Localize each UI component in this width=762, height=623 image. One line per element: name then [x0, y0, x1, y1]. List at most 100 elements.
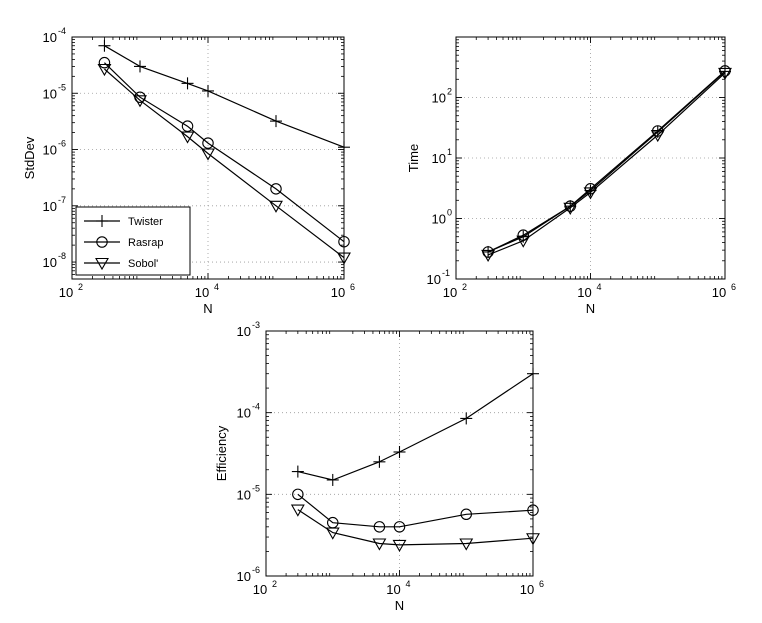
x-tick-label: 10 [443, 285, 457, 300]
y-tick-label: 10 [237, 324, 251, 339]
data-point [527, 367, 539, 380]
data-point [269, 200, 283, 213]
data-point [98, 39, 111, 52]
series-plus [482, 65, 731, 258]
legend-entry-label: Sobol' [128, 258, 158, 270]
legend: Twister Rasrap Sobol' [75, 206, 191, 276]
y-tick-exponent: -6 [58, 139, 66, 149]
data-point [516, 235, 531, 248]
x-tick-exponent: 2 [462, 282, 467, 292]
y-tick-label: 10 [427, 272, 441, 287]
legend-marker [96, 236, 108, 248]
x-tick-label: 10 [712, 285, 726, 300]
x-tick-exponent: 6 [350, 282, 355, 292]
series-line [487, 70, 726, 253]
data-point [460, 508, 472, 521]
data-point [270, 115, 282, 128]
y-tick-exponent: -4 [58, 26, 66, 36]
series-line [103, 62, 345, 243]
x-tick-label: 10 [59, 285, 73, 300]
chart-panel-1: 10 2 10 4 10 610 -810 -710 -610 -510 -4NStdDevTwis… [22, 26, 355, 316]
x-tick-label: 10 [520, 582, 534, 597]
data-point [373, 455, 386, 468]
y-tick-exponent: 2 [447, 87, 452, 97]
data-point [459, 538, 474, 551]
data-point [481, 249, 496, 263]
x-tick-exponent: 2 [78, 282, 83, 292]
series-line [297, 373, 534, 481]
legend-marker [95, 257, 109, 271]
data-point [527, 504, 539, 516]
y-tick-exponent: -1 [442, 268, 450, 278]
y-tick-exponent: -8 [58, 251, 66, 261]
data-point [134, 60, 146, 73]
y-axis-label: Efficiency [214, 425, 229, 481]
y-tick-exponent: -3 [252, 320, 260, 330]
series-line [487, 72, 726, 256]
y-tick-exponent: -5 [58, 82, 66, 92]
legend-entry-label: Twister [128, 216, 163, 228]
data-point [338, 141, 350, 154]
grid [266, 331, 533, 576]
data-point [393, 521, 406, 533]
y-tick-exponent: -4 [252, 402, 260, 412]
x-tick-exponent: 4 [214, 282, 219, 292]
data-point [202, 84, 214, 97]
x-tick-label: 10 [386, 582, 400, 597]
data-point [373, 521, 386, 533]
data-point [393, 445, 406, 458]
data-point [460, 412, 473, 425]
series-line [104, 45, 345, 148]
data-point [372, 538, 387, 551]
data-point [337, 252, 351, 265]
data-point [291, 465, 304, 478]
y-tick-label: 10 [432, 212, 446, 227]
x-tick-exponent: 4 [406, 579, 411, 589]
data-point [526, 533, 540, 546]
data-point [292, 488, 304, 501]
data-point [719, 65, 731, 77]
axes-frame [265, 330, 534, 577]
data-point [270, 183, 282, 195]
data-point [201, 148, 215, 161]
x-tick-label: 10 [253, 582, 267, 597]
data-point [181, 120, 194, 132]
series-line [487, 70, 726, 253]
axes-frame [455, 36, 726, 280]
x-axis-label: N [586, 301, 595, 316]
grid [456, 37, 725, 279]
x-tick-label: 10 [331, 285, 345, 300]
data-point [290, 504, 305, 517]
series-triangle-down [97, 63, 351, 265]
y-tick-label: 10 [237, 569, 251, 584]
series-circle [482, 65, 731, 258]
x-tick-exponent: 6 [731, 282, 736, 292]
data-point [392, 539, 407, 553]
minor-ticks [266, 331, 533, 576]
x-tick-label: 10 [577, 285, 591, 300]
y-tick-exponent: -7 [58, 195, 66, 205]
series-triangle-down [481, 67, 732, 263]
data-point [181, 77, 194, 90]
x-tick-label: 10 [195, 285, 209, 300]
legend-marker [96, 215, 108, 227]
series-plus [291, 367, 539, 486]
y-tick-exponent: -5 [252, 483, 260, 493]
x-axis-label: N [203, 301, 212, 316]
x-tick-exponent: 4 [597, 282, 602, 292]
y-tick-label: 10 [43, 199, 57, 214]
series-line [297, 493, 534, 528]
series-plus [98, 39, 350, 154]
series-triangle-down [290, 504, 540, 553]
data-point [583, 187, 598, 200]
data-point [650, 129, 665, 143]
series-line [297, 509, 534, 546]
y-axis-label: StdDev [22, 136, 37, 179]
data-point [325, 527, 340, 540]
data-point [338, 235, 350, 248]
legend-box [75, 206, 191, 276]
data-point [564, 200, 577, 212]
data-point [180, 131, 195, 144]
